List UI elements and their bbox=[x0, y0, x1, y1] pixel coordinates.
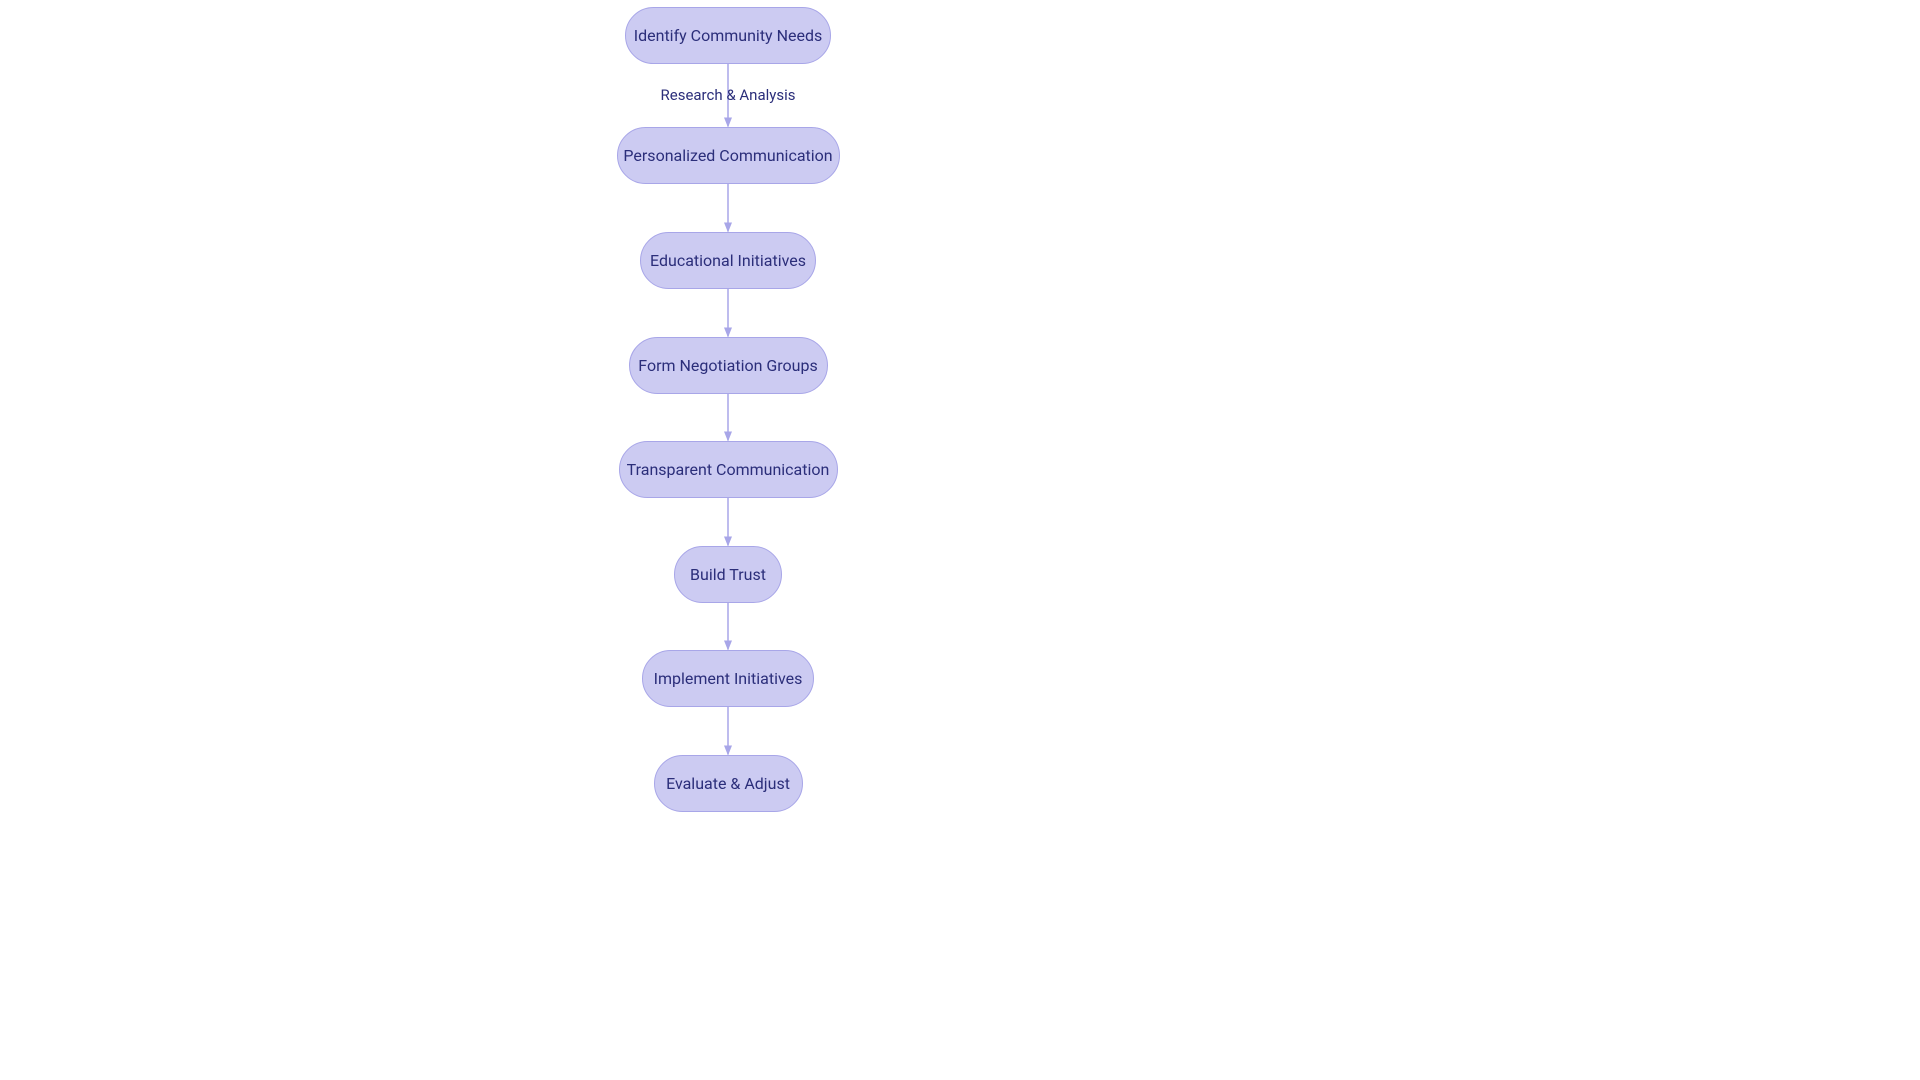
flowchart-node: Form Negotiation Groups bbox=[629, 337, 828, 394]
flowchart-node: Evaluate & Adjust bbox=[654, 755, 803, 812]
flowchart-node: Identify Community Needs bbox=[625, 7, 831, 64]
flowchart-node: Build Trust bbox=[674, 546, 782, 603]
flowchart-node: Personalized Communication bbox=[617, 127, 840, 184]
flowchart-node: Transparent Communication bbox=[619, 441, 838, 498]
flowchart-edge-label: Research & Analysis bbox=[661, 86, 796, 104]
flowchart-canvas: Identify Community Needs Personalized Com… bbox=[0, 0, 1920, 1080]
arrows-layer bbox=[0, 0, 1920, 1080]
flowchart-node: Implement Initiatives bbox=[642, 650, 814, 707]
flowchart-node: Educational Initiatives bbox=[640, 232, 816, 289]
